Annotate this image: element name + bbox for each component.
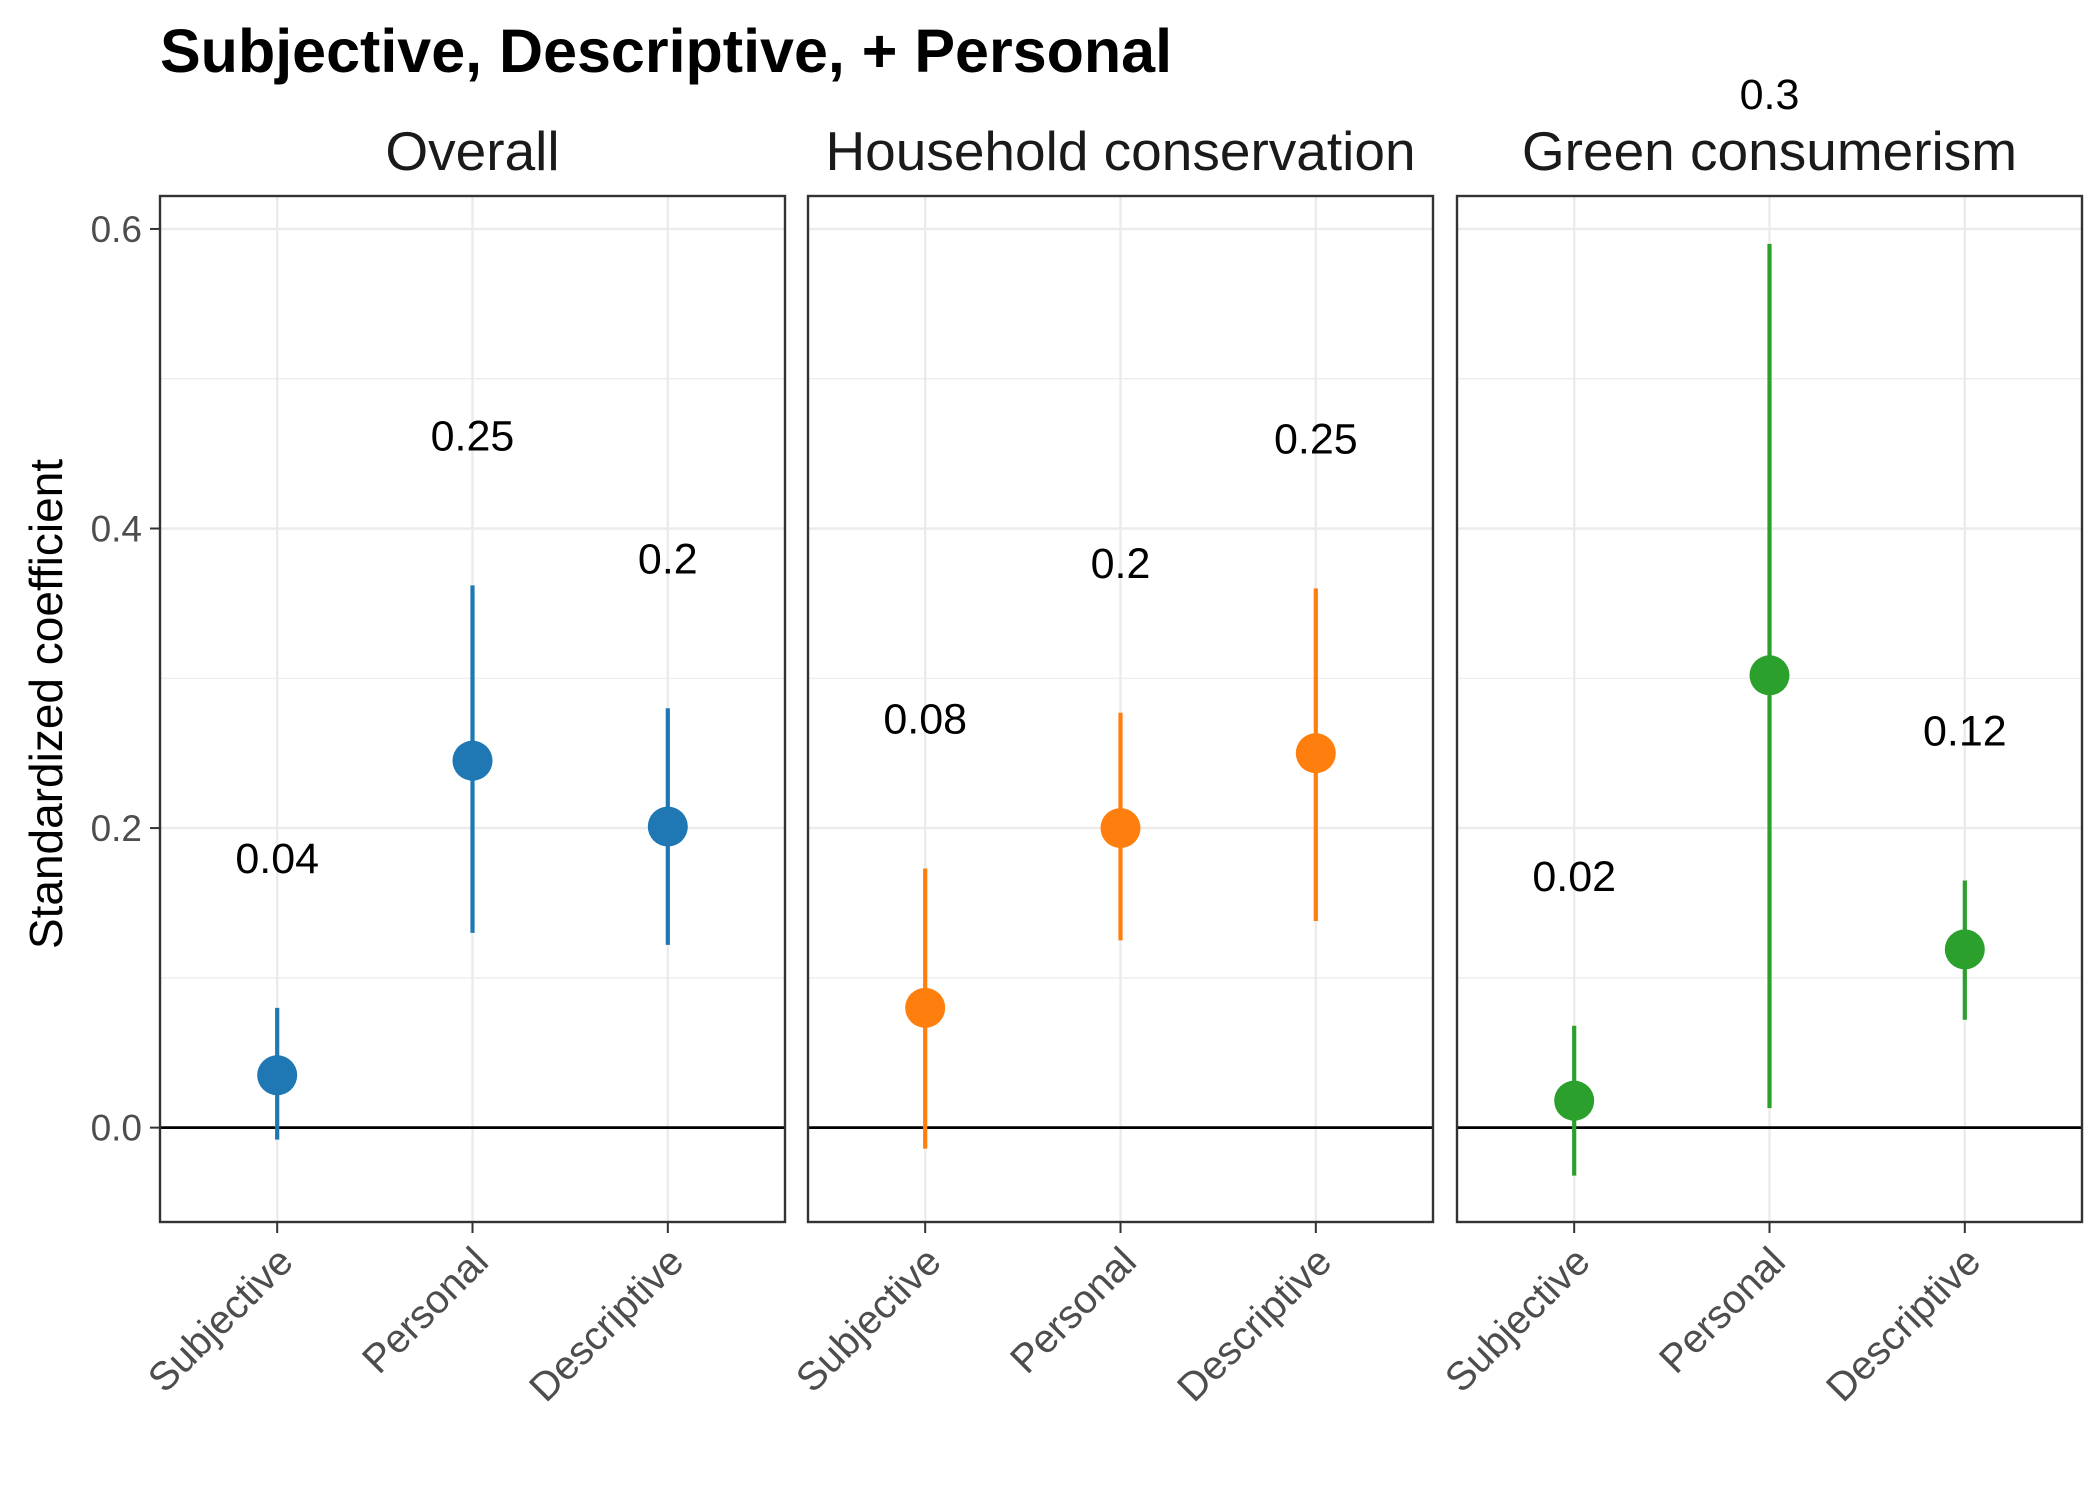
- coefficient-point: [1295, 733, 1336, 774]
- coefficient-point: [1554, 1080, 1595, 1121]
- data-value-label: 0.25: [1274, 416, 1358, 464]
- data-value-label: 0.2: [1091, 540, 1151, 588]
- y-tick-label: 0.2: [91, 808, 142, 849]
- chart-title: Subjective, Descriptive, + Personal: [160, 17, 1172, 85]
- data-value-label: 0.08: [883, 696, 967, 744]
- x-tick-label: Personal: [354, 1239, 497, 1382]
- y-axis-ticks: 0.0 0.2 0.4 0.6: [91, 209, 160, 1149]
- data-value-label: 0.3: [1740, 71, 1800, 119]
- data-value-label: 0.12: [1923, 708, 2007, 756]
- x-tick-label: Subjective: [788, 1239, 950, 1401]
- y-axis-label: Standardized coefficient: [20, 459, 72, 949]
- coefficient-point: [647, 806, 688, 847]
- x-tick-label: Descriptive: [521, 1239, 692, 1410]
- y-tick-label: 0.4: [91, 509, 142, 550]
- x-tick-label: Descriptive: [1818, 1239, 1989, 1410]
- x-tick-label: Personal: [1002, 1239, 1145, 1382]
- facet-panel: Overall 0.04 0.25 0.2 Subjective Personal Desc…: [140, 120, 787, 1410]
- data-value-label: 0.02: [1532, 853, 1616, 901]
- facet-strip-label: Household conservation: [825, 120, 1415, 182]
- data-value-label: 0.25: [431, 413, 515, 461]
- data-value-label: 0.2: [638, 535, 698, 583]
- y-tick-label: 0.0: [91, 1108, 142, 1149]
- facet-strip-label: Green consumerism: [1522, 120, 2017, 182]
- data-value-label: 0.04: [235, 835, 319, 883]
- coefficient-point: [257, 1055, 298, 1096]
- x-tick-label: Subjective: [140, 1239, 302, 1401]
- facet-panel: Household conservation 0.08 0.2 0.25 Subject…: [788, 120, 1435, 1410]
- facet-strip-label: Overall: [385, 120, 559, 182]
- x-tick-label: Subjective: [1437, 1239, 1599, 1401]
- coefficient-point: [905, 987, 946, 1028]
- facet-panel: Green consumerism 0.02 0.3 0.12 Subjective Pe…: [1437, 71, 2084, 1410]
- coefficient-point: [1749, 655, 1790, 696]
- coefficient-point: [1100, 808, 1141, 849]
- x-tick-label: Descriptive: [1169, 1239, 1340, 1410]
- y-tick-label: 0.6: [91, 209, 142, 250]
- x-tick-label: Personal: [1651, 1239, 1794, 1382]
- coefficient-point: [452, 740, 493, 781]
- coefficient-point: [1944, 929, 1985, 970]
